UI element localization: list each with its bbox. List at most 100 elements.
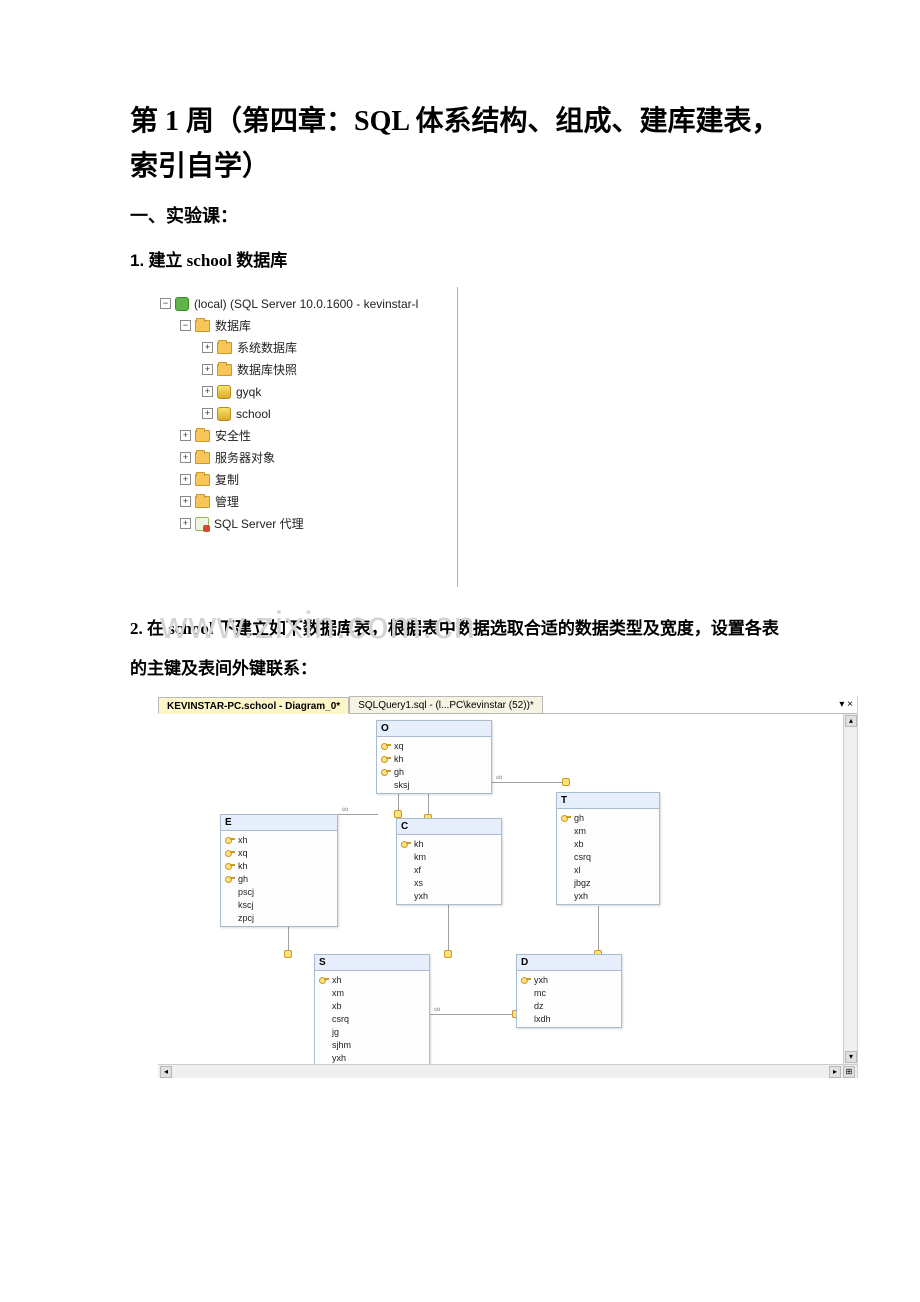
tree-node[interactable]: − 数据库 [158,315,457,337]
table-title: E [221,815,337,831]
field-name: xq [238,848,248,858]
expand-icon[interactable]: − [180,320,191,331]
key-icon [225,900,235,909]
table-field: dz [517,999,621,1012]
field-name: xb [332,1001,342,1011]
scroll-left-icon[interactable]: ◂ [160,1066,172,1078]
tree-node-label: 数据库 [215,317,251,334]
expand-icon[interactable]: + [180,474,191,485]
key-icon [561,865,571,874]
field-name: yxh [574,891,588,901]
tree-node[interactable]: +SQL Server 代理 [158,513,457,535]
key-icon [381,741,391,750]
table-field: xl [557,863,659,876]
table-field: gh [221,872,337,885]
table-field: xh [221,833,337,846]
bullet-2: 2. 在 school 下建立如下数据库表，根据表中数据选取合适的数据类型及宽度… [130,609,790,691]
field-name: yxh [534,975,548,985]
table-node-e[interactable]: Exhxqkhghpscjkscjzpcj [220,814,338,927]
collapse-icon[interactable]: − [160,298,171,309]
key-icon [225,874,235,883]
field-name: gh [574,813,584,823]
key-icon [225,835,235,844]
table-field: yxh [397,889,501,902]
field-name: kh [394,754,404,764]
table-node-o[interactable]: Oxq kh ghsksj [376,720,492,794]
folder-icon [195,474,210,486]
horizontal-scrollbar[interactable]: ◂ ▸ ⊞ [158,1064,857,1078]
vertical-scrollbar[interactable]: ▴ ▾ [843,714,857,1064]
table-title: O [377,721,491,737]
expand-icon[interactable]: + [180,452,191,463]
diagram-overview-icon[interactable]: ⊞ [843,1066,855,1078]
table-field: xh [315,973,429,986]
tree-node-label: 数据库快照 [237,361,297,378]
field-name: yxh [414,891,428,901]
agent-icon [195,517,209,531]
field-name: gh [238,874,248,884]
expand-icon[interactable]: + [202,364,213,375]
tree-node-label: 管理 [215,493,239,510]
expand-icon[interactable]: + [180,430,191,441]
expand-icon[interactable]: + [202,408,213,419]
table-title: D [517,955,621,971]
db-cyl-icon [217,407,231,421]
tree-node[interactable]: +服务器对象 [158,447,457,469]
tree-node[interactable]: + 系统数据库 [158,337,457,359]
scroll-up-icon[interactable]: ▴ [845,715,857,727]
tab-dropdown-icon[interactable]: ▾ × [835,696,857,713]
expand-icon[interactable]: + [180,496,191,507]
tab-close-icon[interactable]: × [847,699,853,710]
table-node-t[interactable]: Tghxmxbcsrqxljbgzyxh [556,792,660,905]
table-field: csrq [557,850,659,863]
field-name: gh [394,767,404,777]
table-field: lxdh [517,1012,621,1025]
tree-node[interactable]: + 管理 [158,491,457,513]
table-field: yxh [517,973,621,986]
table-field: xq [221,846,337,859]
table-field: sksj [377,778,491,791]
tree-node-label: gyqk [236,385,261,399]
tree-node[interactable]: + 数据库快照 [158,359,457,381]
db-cyl-icon [217,385,231,399]
table-field: kh [397,837,501,850]
key-icon [225,887,235,896]
key-icon [521,1014,531,1023]
expand-icon[interactable]: + [202,342,213,353]
expand-icon[interactable]: + [180,518,191,529]
key-icon [225,848,235,857]
key-icon [319,1014,329,1023]
key-icon [401,878,411,887]
tree-node[interactable]: +安全性 [158,425,457,447]
scroll-right-icon[interactable]: ▸ [829,1066,841,1078]
table-node-s[interactable]: Sxhxmxbcsrqjgsjhmyxh [314,954,430,1064]
table-field: jg [315,1025,429,1038]
tree-node[interactable]: +school [158,403,457,425]
table-node-d[interactable]: Dyxhmcdzlxdh [516,954,622,1028]
tree-node[interactable]: +复制 [158,469,457,491]
tree-node[interactable]: + gyqk [158,381,457,403]
tree-node-label: 系统数据库 [237,339,297,356]
scroll-down-icon[interactable]: ▾ [845,1051,857,1063]
field-name: xq [394,741,404,751]
tab-diagram[interactable]: KEVINSTAR-PC.school - Diagram_0* [158,697,349,714]
folder-icon [195,320,210,332]
expand-icon[interactable]: + [202,386,213,397]
field-name: xf [414,865,421,875]
table-node-c[interactable]: Ckhkm xf xs yxh [396,818,502,905]
table-title: C [397,819,501,835]
field-name: xs [414,878,423,888]
bullet-1-num: 1. [130,251,144,270]
key-icon [381,780,391,789]
tab-query[interactable]: SQLQuery1.sql - (l...PC\kevinstar (52))* [349,696,543,713]
diagram-canvas[interactable]: ∞ ∞ ∞ OxqkhghsksjTghxmxbcsrqxljbgzyxhExh… [158,714,857,1064]
key-icon [561,891,571,900]
key-icon [381,767,391,776]
field-name: lxdh [534,1014,551,1024]
tree-root[interactable]: − (local) (SQL Server 10.0.1600 - kevins… [158,293,457,315]
field-name: yxh [332,1053,346,1063]
table-field: sjhm [315,1038,429,1051]
table-field: km [397,850,501,863]
key-icon [319,1001,329,1010]
page-title: 第 1 周（第四章：SQL 体系结构、组成、建库建表，索引自学） [130,100,790,190]
